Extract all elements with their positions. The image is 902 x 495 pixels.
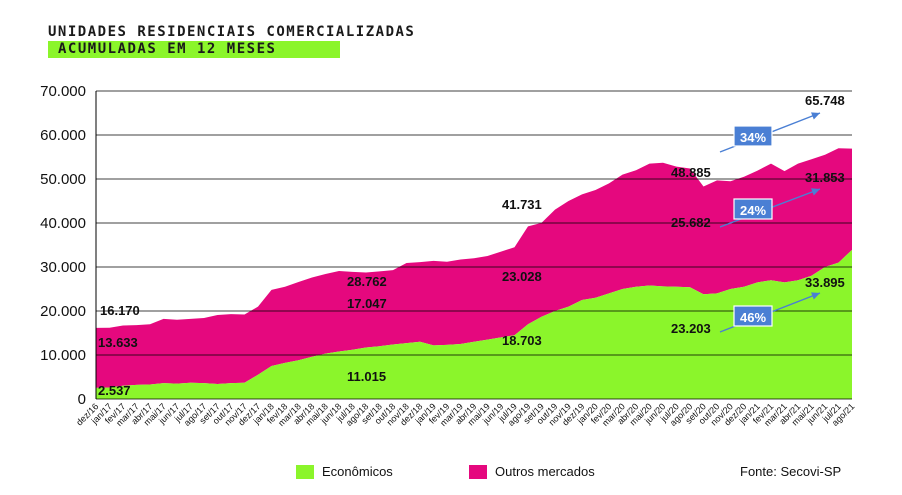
pct-callout-total-label: 34% — [740, 130, 766, 145]
legend-item-economicos: Econômicos — [296, 464, 393, 479]
label-total-2020: 48.885 — [671, 165, 711, 180]
label-econ-2018: 11.015 — [347, 369, 386, 384]
label-total-2018: 28.762 — [347, 274, 387, 289]
legend-swatch-outros — [469, 464, 487, 479]
label-econ-end: 33.895 — [805, 275, 845, 290]
y-tick-label: 70.000 — [40, 83, 86, 100]
label-econ-2019: 18.703 — [502, 333, 542, 348]
label-total-2019: 41.731 — [502, 197, 542, 212]
label-outros-2020: 25.682 — [671, 215, 711, 230]
pct-callout-total-box — [733, 125, 773, 147]
y-tick-label: 40.000 — [40, 215, 86, 232]
growth-arrow-head — [811, 112, 820, 120]
legend-label-outros: Outros mercados — [495, 464, 595, 479]
growth-arrow-head — [811, 292, 820, 300]
pct-callout-outros-box — [733, 198, 773, 220]
y-tick-label: 60.000 — [40, 127, 86, 144]
label-outros-start: 13.633 — [98, 335, 138, 350]
pct-callout-econ-label: 46% — [740, 310, 766, 325]
legend-swatch-economicos — [296, 464, 314, 479]
y-tick-label: 50.000 — [40, 171, 86, 188]
pct-callout-econ-box — [733, 305, 773, 327]
y-tick-label: 30.000 — [40, 259, 86, 276]
chart-subtitle: ACUMULADAS EM 12 MESES — [48, 41, 340, 58]
series-area-economicos — [96, 249, 852, 399]
label-outros-2018: 17.047 — [347, 296, 387, 311]
legend-item-outros: Outros mercados — [469, 464, 595, 479]
growth-arrow-head — [811, 188, 820, 196]
legend-label-economicos: Econômicos — [322, 464, 393, 479]
label-outros-2019: 23.028 — [502, 269, 542, 284]
y-tick-label: 10.000 — [40, 347, 86, 364]
y-tick-label: 20.000 — [40, 303, 86, 320]
label-outros-end: 31.853 — [805, 170, 845, 185]
source-note: Fonte: Secovi-SP — [740, 464, 842, 479]
label-econ-start: 2.537 — [98, 383, 131, 398]
label-total-end: 65.748 — [805, 93, 845, 108]
label-total-start: 16.170 — [100, 303, 140, 318]
y-tick-label: 0 — [78, 391, 86, 408]
pct-callout-outros-label: 24% — [740, 203, 766, 218]
series-area-outros-mercados — [96, 148, 852, 388]
chart-title: UNIDADES RESIDENCIAIS COMERCIALIZADAS — [48, 24, 416, 40]
label-econ-2020: 23.203 — [671, 321, 711, 336]
